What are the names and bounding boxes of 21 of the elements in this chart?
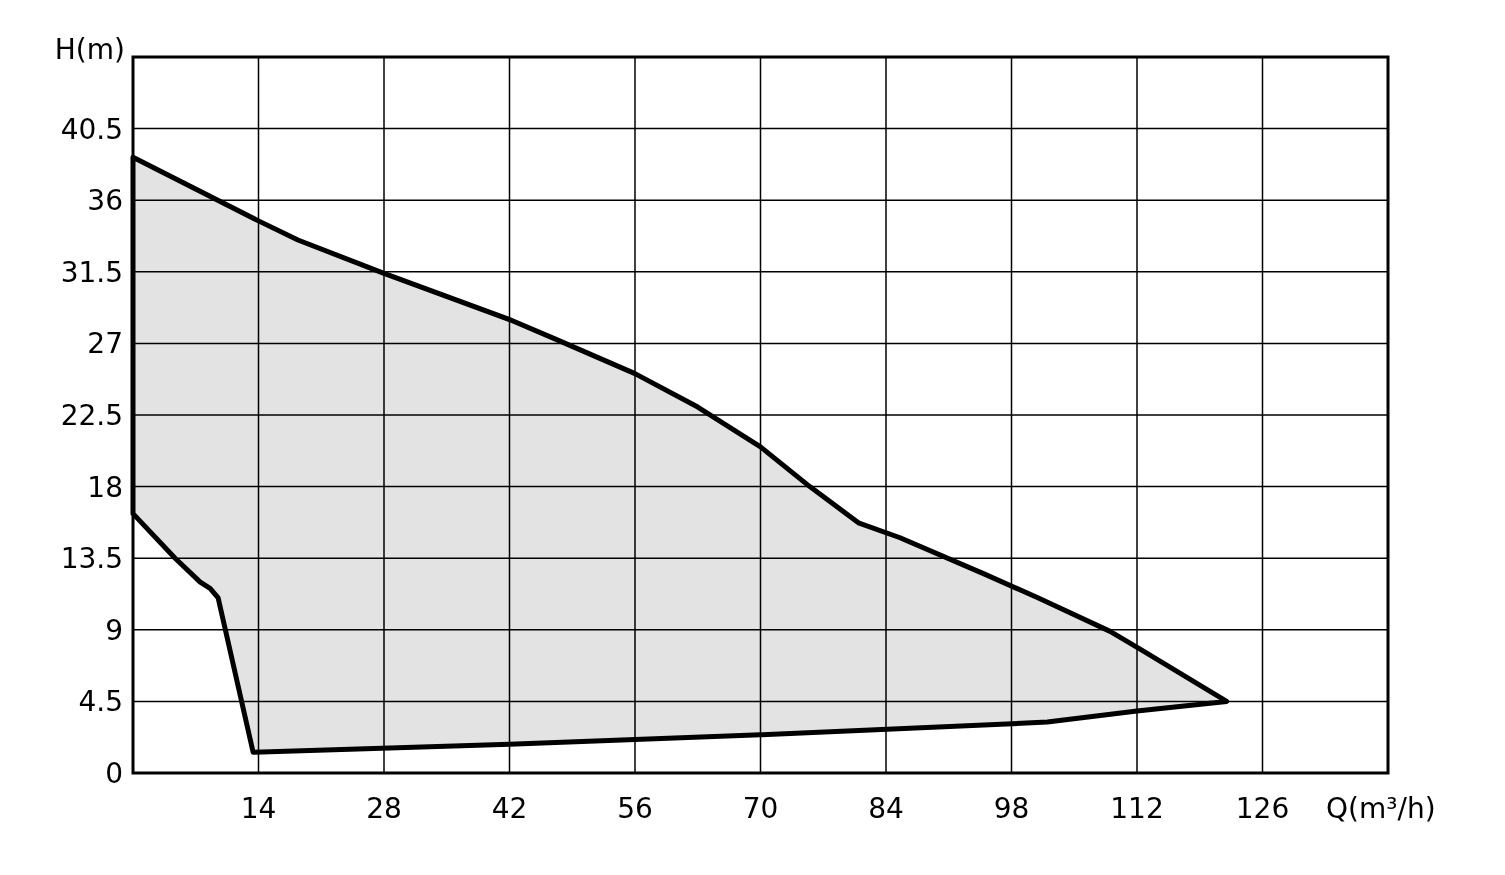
y-tick-label: 18 bbox=[87, 470, 123, 504]
y-tick-label: 0 bbox=[105, 757, 123, 790]
y-tick-label: 31.5 bbox=[60, 255, 123, 289]
y-tick-label: 4.5 bbox=[78, 685, 123, 719]
x-tick-label: 98 bbox=[993, 792, 1030, 825]
y-tick-label: 36 bbox=[87, 184, 123, 218]
x-tick-label: 126 bbox=[1235, 792, 1290, 825]
y-axis-title: H(m) bbox=[54, 33, 125, 66]
x-tick-label: 70 bbox=[742, 792, 779, 825]
x-tick-label: 14 bbox=[240, 792, 277, 825]
y-tick-label: 13.5 bbox=[60, 542, 123, 576]
y-tick-label: 9 bbox=[105, 613, 123, 647]
x-tick-label: 28 bbox=[366, 792, 402, 825]
y-tick-label: 27 bbox=[87, 327, 123, 361]
x-tick-label: 112 bbox=[1110, 792, 1164, 825]
y-tick-label: 40.5 bbox=[60, 112, 123, 146]
x-axis-title: Q(m³/h) bbox=[1326, 792, 1436, 825]
y-tick-label: 22.5 bbox=[60, 399, 123, 432]
x-tick-label: 84 bbox=[868, 792, 904, 825]
x-tick-label: 56 bbox=[617, 792, 653, 825]
x-tick-label: 42 bbox=[491, 792, 528, 825]
